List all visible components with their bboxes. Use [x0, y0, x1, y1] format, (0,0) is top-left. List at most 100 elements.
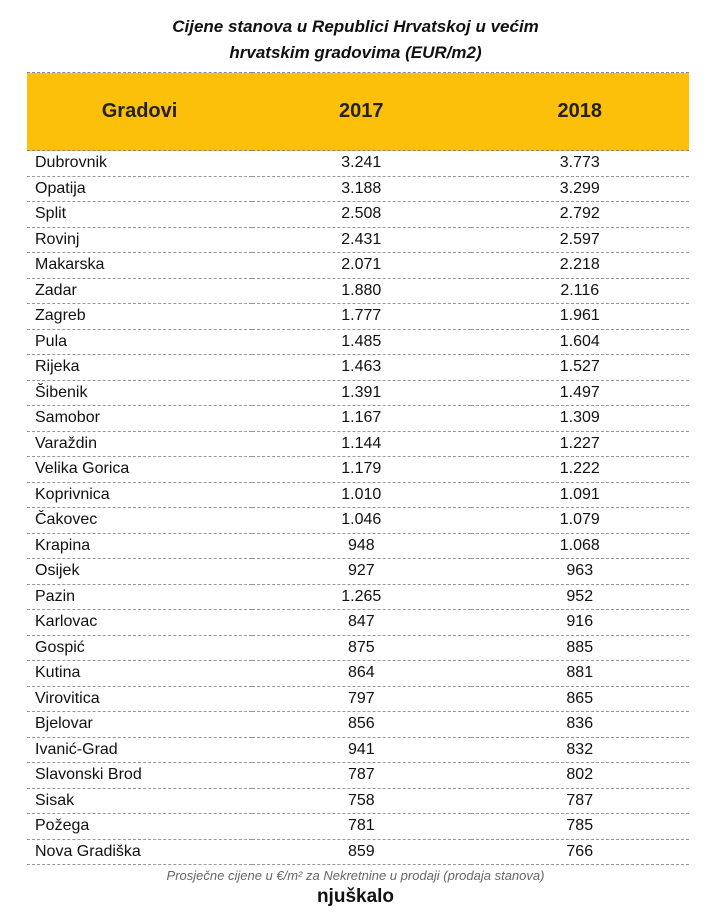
table-row: Rovinj 2.431 2.597: [27, 227, 689, 253]
value-2017-cell: 847: [252, 609, 471, 636]
city-cell: Velika Gorica: [27, 456, 253, 483]
city-cell: Kutina: [27, 660, 253, 687]
city-cell: Dubrovnik: [27, 150, 253, 177]
city-cell: Pula: [27, 329, 253, 355]
value-2018-cell: 2.597: [470, 227, 689, 253]
city-cell: Opatija: [27, 176, 253, 202]
value-2017-cell: 758: [252, 788, 471, 814]
value-2017-cell: 948: [252, 533, 471, 559]
price-table: Gradovi 2017 2018 Dubrovnik 3.241 3.773 Opa…: [27, 72, 689, 865]
value-2017-cell: 1.485: [252, 329, 471, 355]
njuskalo-logo: njuškalo: [316, 886, 395, 907]
value-2017-cell: 1.010: [252, 482, 471, 508]
table-row: Požega 781 785: [27, 813, 689, 840]
city-cell: Koprivnica: [27, 482, 253, 508]
header-cities: Gradovi: [27, 72, 253, 151]
value-2018-cell: 2.792: [470, 201, 689, 228]
value-2018-cell: 2.218: [470, 252, 689, 279]
city-cell: Požega: [27, 813, 253, 840]
city-cell: Zadar: [27, 278, 253, 304]
city-cell: Bjelovar: [27, 711, 253, 738]
value-2018-cell: 1.068: [470, 533, 689, 559]
table-row: Samobor 1.167 1.309: [27, 405, 689, 432]
value-2017-cell: 2.508: [252, 201, 471, 228]
value-2017-cell: 781: [252, 813, 471, 840]
value-2018-cell: 836: [470, 711, 689, 738]
table-row: Kutina 864 881: [27, 660, 689, 687]
value-2018-cell: 1.079: [470, 507, 689, 534]
value-2018-cell: 963: [470, 558, 689, 585]
value-2018-cell: 952: [470, 584, 689, 610]
value-2018-cell: 916: [470, 609, 689, 636]
value-2018-cell: 865: [470, 686, 689, 712]
value-2017-cell: 797: [252, 686, 471, 712]
table-row: Pazin 1.265 952: [27, 584, 689, 610]
table-row: Ivanić-Grad 941 832: [27, 737, 689, 763]
table-row: Velika Gorica 1.179 1.222: [27, 456, 689, 483]
table-row: Zagreb 1.777 1.961: [27, 303, 689, 330]
table-row: Dubrovnik 3.241 3.773: [27, 150, 689, 177]
value-2017-cell: 3.188: [252, 176, 471, 202]
value-2018-cell: 1.961: [470, 303, 689, 330]
city-cell: Pazin: [27, 584, 253, 610]
value-2017-cell: 1.463: [252, 354, 471, 381]
table-row: Makarska 2.071 2.218: [27, 252, 689, 279]
value-2017-cell: 2.431: [252, 227, 471, 253]
table-row: Split 2.508 2.792: [27, 201, 689, 228]
table-row: Krapina 948 1.068: [27, 533, 689, 559]
table-row: Karlovac 847 916: [27, 609, 689, 636]
table-row: Pula 1.485 1.604: [27, 329, 689, 355]
value-2018-cell: 785: [470, 813, 689, 840]
value-2018-cell: 766: [470, 839, 689, 865]
city-cell: Ivanić-Grad: [27, 737, 253, 763]
value-2017-cell: 941: [252, 737, 471, 763]
value-2017-cell: 1.144: [252, 431, 471, 457]
city-cell: Varaždin: [27, 431, 253, 457]
value-2017-cell: 856: [252, 711, 471, 738]
value-2018-cell: 1.497: [470, 380, 689, 406]
table-row: Koprivnica 1.010 1.091: [27, 482, 689, 508]
value-2018-cell: 1.309: [470, 405, 689, 432]
value-2018-cell: 1.091: [470, 482, 689, 508]
value-2017-cell: 864: [252, 660, 471, 687]
city-cell: Slavonski Brod: [27, 762, 253, 789]
city-cell: Sisak: [27, 788, 253, 814]
value-2017-cell: 1.046: [252, 507, 471, 534]
table-row: Osijek 927 963: [27, 558, 689, 585]
value-2018-cell: 1.527: [470, 354, 689, 381]
city-cell: Gospić: [27, 635, 253, 661]
value-2017-cell: 1.167: [252, 405, 471, 432]
table-row: Varaždin 1.144 1.227: [27, 431, 689, 457]
header-2017: 2017: [252, 72, 471, 151]
value-2018-cell: 3.773: [470, 150, 689, 177]
city-cell: Krapina: [27, 533, 253, 559]
value-2017-cell: 875: [252, 635, 471, 661]
value-2018-cell: 1.604: [470, 329, 689, 355]
value-2017-cell: 1.391: [252, 380, 471, 406]
value-2017-cell: 859: [252, 839, 471, 865]
city-cell: Čakovec: [27, 507, 253, 534]
value-2018-cell: 881: [470, 660, 689, 687]
city-cell: Virovitica: [27, 686, 253, 712]
table-header: Gradovi 2017 2018: [27, 72, 689, 151]
value-2018-cell: 787: [470, 788, 689, 814]
city-cell: Makarska: [27, 252, 253, 279]
table-row: Bjelovar 856 836: [27, 711, 689, 738]
value-2018-cell: 832: [470, 737, 689, 763]
table-row: Zadar 1.880 2.116: [27, 278, 689, 304]
value-2018-cell: 802: [470, 762, 689, 789]
value-2017-cell: 1.179: [252, 456, 471, 483]
value-2018-cell: 1.227: [470, 431, 689, 457]
table-title: Cijene stanova u Republici Hrvatskoj u v…: [0, 0, 711, 72]
table-row: Gospić 875 885: [27, 635, 689, 661]
value-2017-cell: 1.265: [252, 584, 471, 610]
title-line-2: hrvatskim gradovima (EUR/m2): [229, 43, 482, 62]
table-row: Šibenik 1.391 1.497: [27, 380, 689, 406]
city-cell: Osijek: [27, 558, 253, 585]
city-cell: Samobor: [27, 405, 253, 432]
value-2017-cell: 3.241: [252, 150, 471, 177]
table-row: Nova Gradiška 859 766: [27, 839, 689, 865]
table-row: Opatija 3.188 3.299: [27, 176, 689, 202]
city-cell: Rijeka: [27, 354, 253, 381]
value-2017-cell: 1.880: [252, 278, 471, 304]
